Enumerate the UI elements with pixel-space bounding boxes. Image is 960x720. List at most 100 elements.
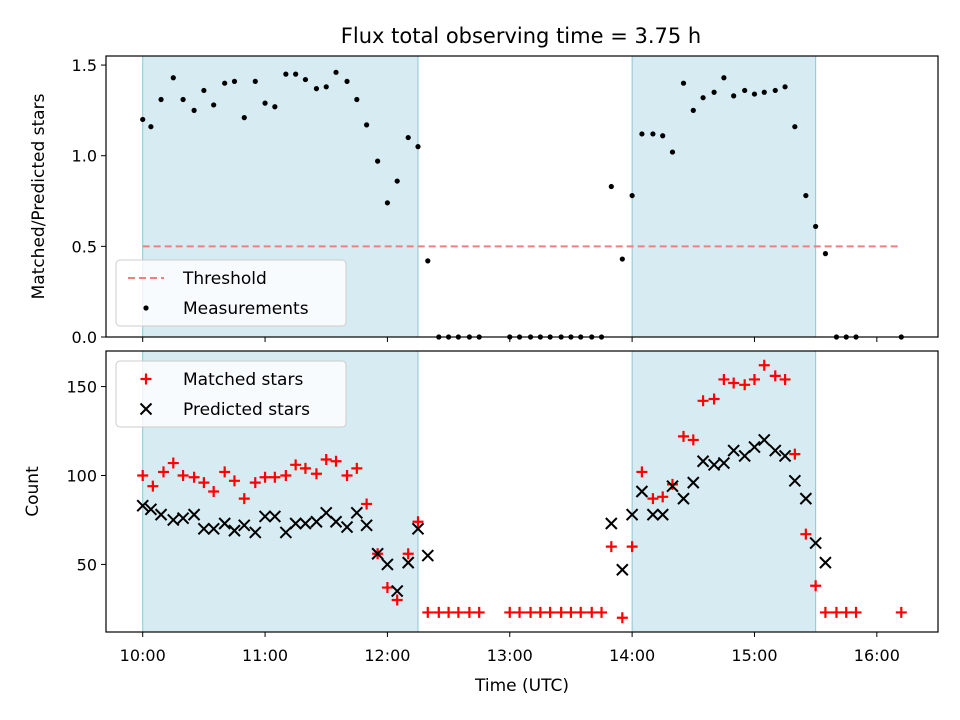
predicted-star-point — [758, 433, 771, 447]
measurement-point — [191, 107, 197, 113]
measurement-point — [660, 133, 666, 139]
matched-star-point — [412, 516, 424, 528]
measurement-point — [803, 192, 809, 199]
matched-star-point — [687, 434, 699, 446]
measurement-point — [231, 78, 238, 84]
predicted-star-point — [748, 440, 761, 454]
matched-star-point — [739, 379, 751, 391]
matched-star-point — [555, 606, 567, 618]
legend-label: Measurements — [183, 299, 309, 319]
predicted-star-point — [167, 513, 180, 527]
matched-star-point — [147, 480, 159, 492]
x-tick-label: 10:00 — [120, 646, 166, 665]
measurement-point — [742, 87, 748, 94]
x-tick-label: 14:00 — [609, 646, 655, 665]
measurement-point — [364, 122, 370, 128]
matched-star-point — [789, 448, 801, 460]
matched-star-point — [666, 478, 678, 490]
matched-star-point — [259, 471, 271, 483]
measurement-point — [680, 80, 687, 86]
measurement-point — [813, 223, 819, 230]
predicted-star-point — [717, 456, 731, 470]
matched-star-point — [697, 395, 709, 407]
predicted-star-point — [340, 520, 354, 534]
measurement-point — [302, 76, 309, 83]
predicted-star-point — [635, 485, 649, 498]
predicted-star-point — [707, 458, 721, 472]
predicted-star-point — [218, 517, 231, 530]
matched-star-point — [198, 477, 210, 489]
predicted-star-point — [778, 449, 792, 463]
x-tick-label: 11:00 — [242, 646, 288, 665]
matched-star-point — [433, 606, 445, 618]
measurement-point — [211, 102, 217, 108]
measurement-point — [272, 104, 278, 110]
measurement-point — [262, 100, 268, 106]
observing-span — [631, 350, 817, 633]
ratio-panel: 0.0 0.5 1.0 1.5 Matched/Predicted stars Thres… — [29, 55, 939, 347]
predicted-star-point — [299, 517, 312, 530]
matched-star-point — [341, 469, 353, 481]
y-axis-label: Count — [23, 466, 43, 517]
predicted-star-point — [329, 515, 343, 528]
matched-star-point — [657, 491, 669, 503]
predicted-star-point — [258, 510, 272, 523]
predicted-star-point — [605, 517, 618, 530]
predicted-star-point — [371, 547, 384, 560]
measurement-point — [384, 200, 391, 206]
measurement-point — [792, 124, 798, 130]
matched-star-point — [177, 469, 189, 481]
matched-star-point — [391, 594, 403, 606]
measurement-point — [354, 96, 360, 103]
measurement-point — [313, 86, 320, 92]
measurement-point — [283, 71, 289, 77]
measurement-point — [394, 178, 400, 184]
y-tick-label: 1.0 — [72, 147, 97, 166]
measurement-point — [761, 89, 767, 95]
matched-star-point — [840, 606, 852, 618]
measurement-point — [375, 158, 381, 164]
legend-measurement-swatch — [143, 305, 149, 311]
matched-star-point — [290, 459, 302, 471]
measurement-point — [700, 95, 706, 101]
measurement-point — [619, 256, 625, 262]
matched-star-point — [748, 373, 760, 385]
measurement-point — [140, 116, 146, 123]
predicted-star-point — [279, 526, 293, 539]
measurement-point — [690, 107, 696, 113]
predicted-star-point — [187, 508, 201, 521]
predicted-star-point — [411, 522, 425, 536]
legend-label: Matched stars — [183, 370, 303, 390]
matched-star-point — [534, 606, 546, 618]
measurement-point — [711, 89, 717, 95]
y-axis-label: Matched/Predicted stars — [29, 93, 49, 299]
measurement-point — [669, 149, 676, 155]
matched-star-point — [269, 471, 281, 483]
matched-star-point — [769, 370, 781, 382]
predicted-star-point — [402, 556, 415, 569]
matched-star-point — [299, 462, 311, 474]
measurement-point — [721, 75, 727, 81]
predicted-star-point — [799, 492, 813, 505]
matched-star-point — [381, 582, 393, 594]
y-tick-label: 0.0 — [72, 328, 97, 347]
matched-star-point — [605, 541, 617, 553]
predicted-star-point — [656, 508, 669, 521]
matched-star-point — [208, 486, 220, 497]
matched-star-point — [647, 493, 659, 505]
y-tick-label: 150 — [66, 378, 97, 397]
matched-star-point — [320, 453, 332, 465]
measurement-point — [405, 134, 411, 141]
predicted-star-point — [696, 455, 710, 468]
matched-star-point — [443, 606, 455, 618]
chart-title: Flux total observing time = 3.75 h — [341, 24, 701, 48]
matched-star-point — [718, 373, 730, 385]
measurement-point — [170, 75, 176, 81]
matched-star-point — [830, 606, 842, 618]
matched-star-point — [586, 606, 598, 618]
measurement-point — [639, 131, 645, 137]
predicted-star-point — [809, 536, 822, 550]
matched-star-point — [525, 606, 537, 618]
matched-star-point — [565, 606, 577, 618]
legend: Matched stars Predicted stars — [115, 360, 347, 428]
